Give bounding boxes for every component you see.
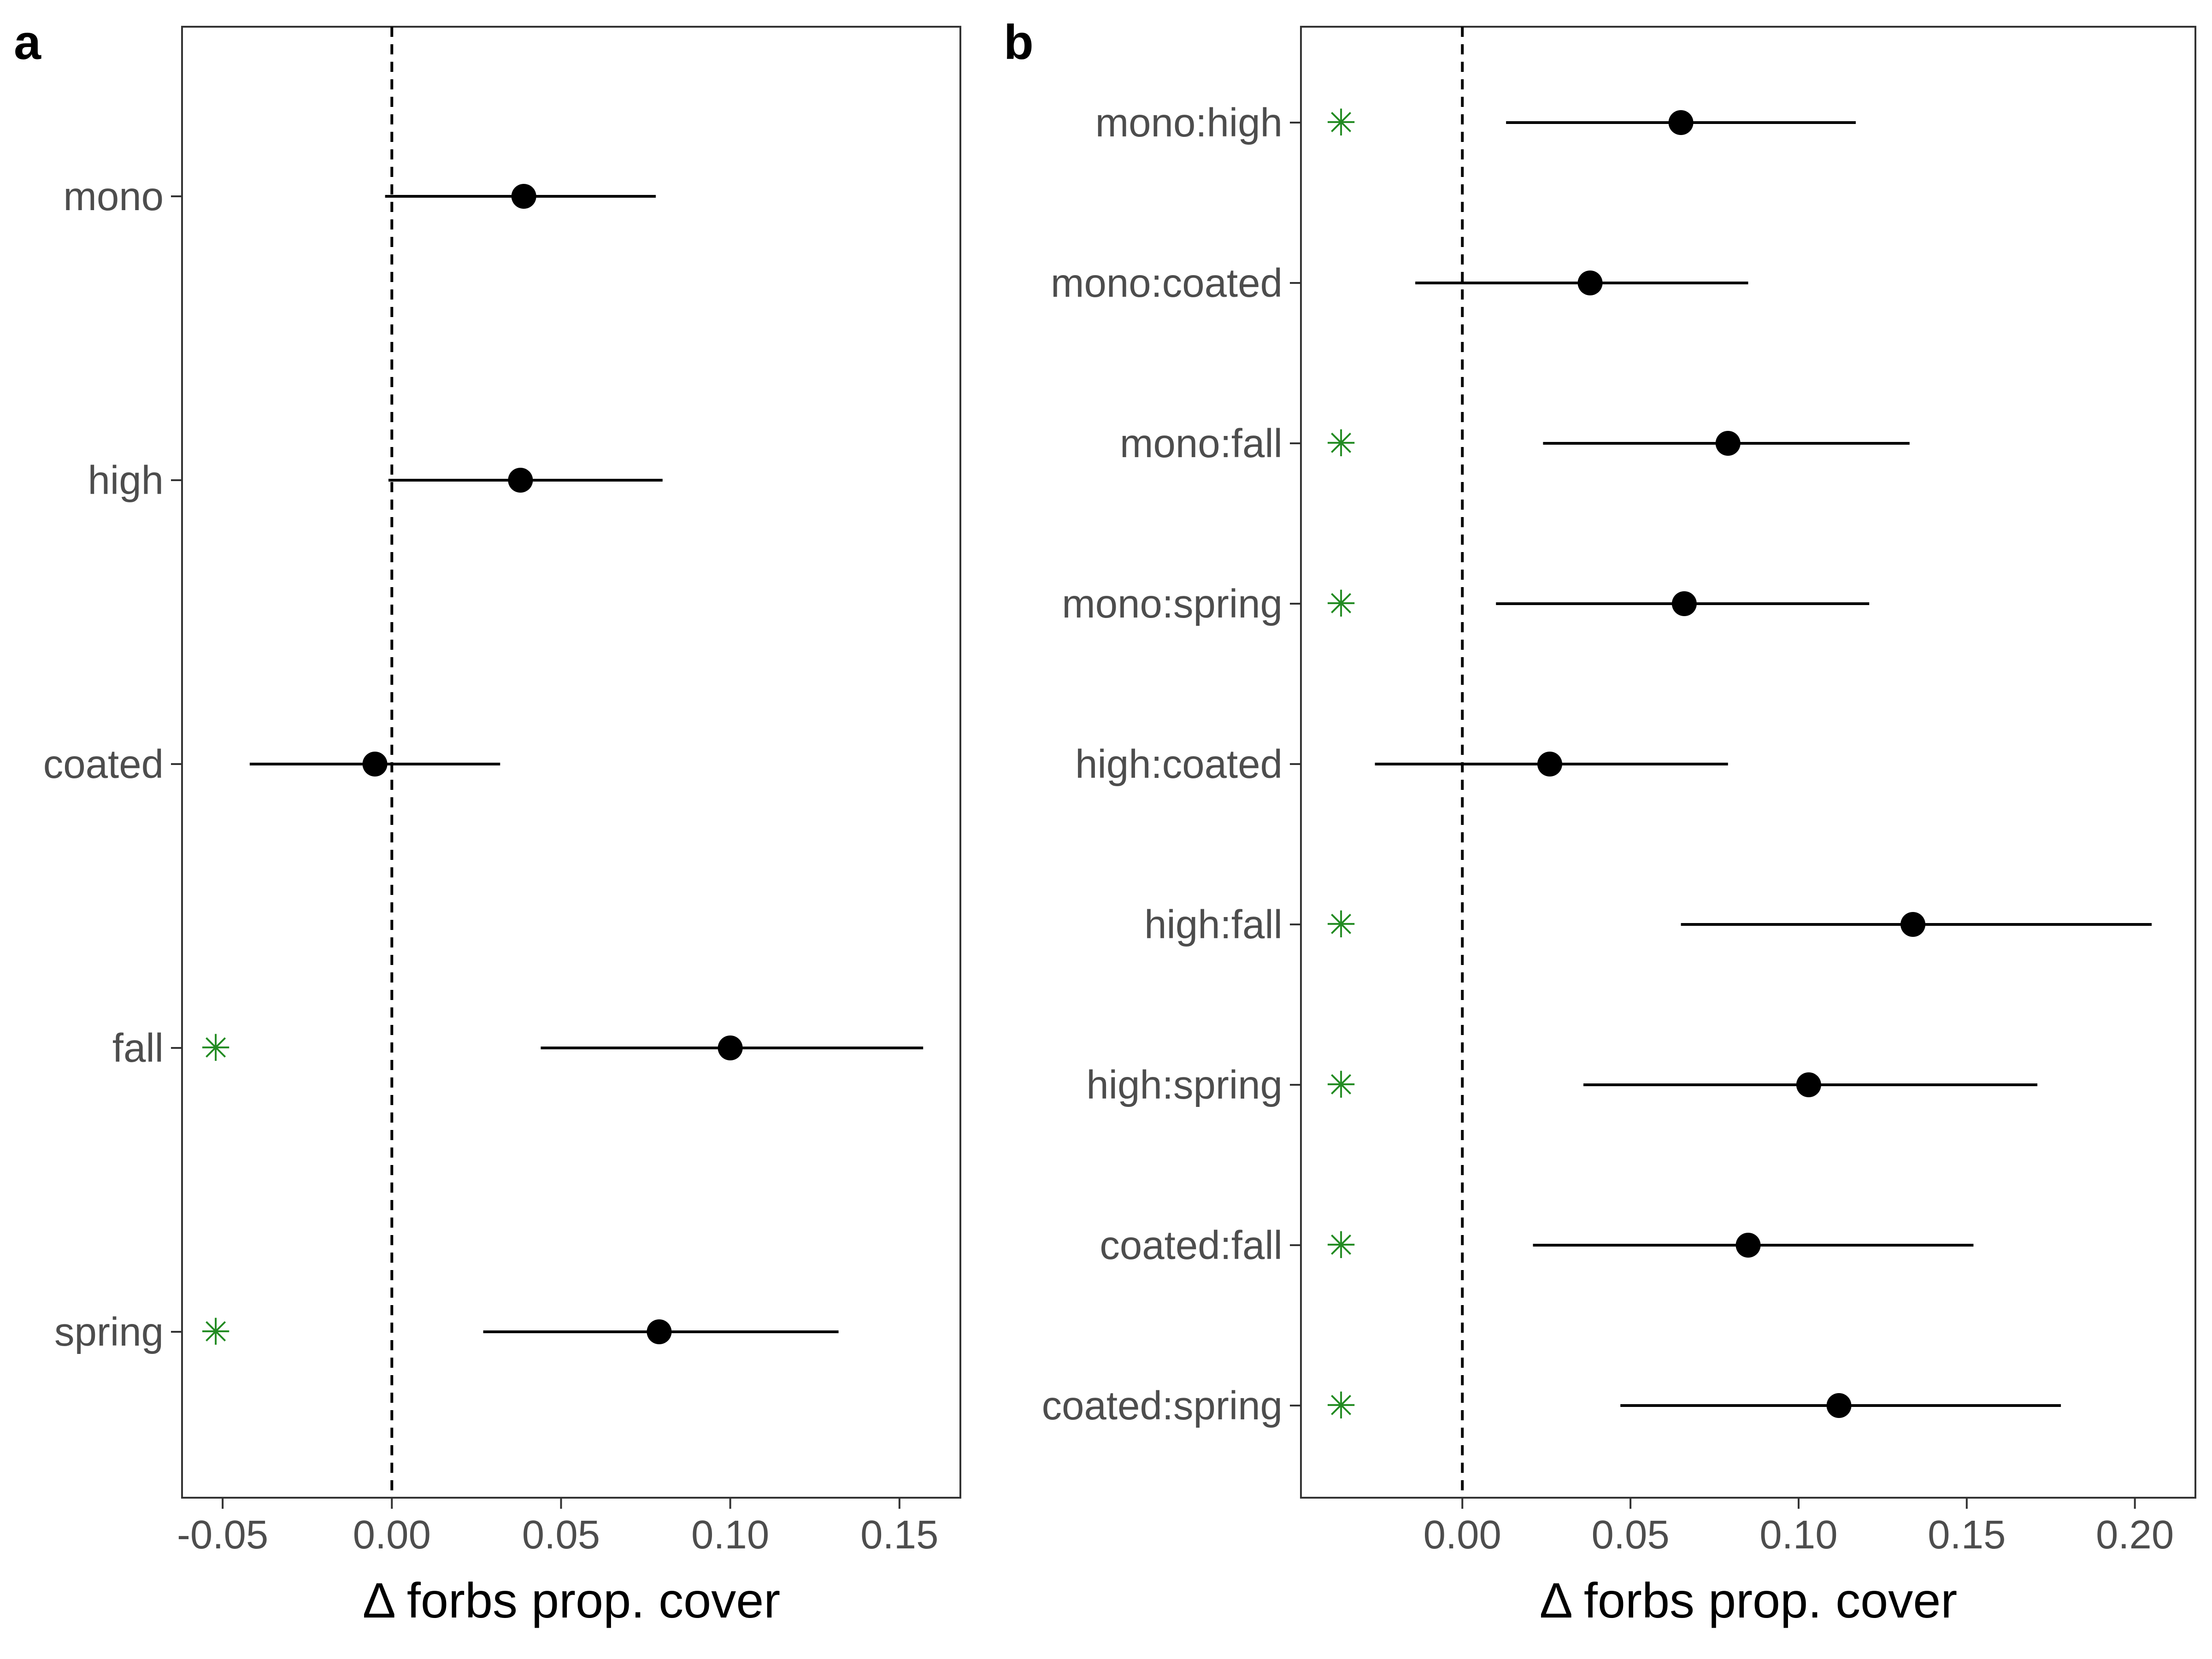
panel-b-significance-mark: ✳ — [1325, 422, 1356, 465]
panel-a-x-tick-label: -0.05 — [177, 1512, 268, 1557]
panel-a-significance-mark: ✳ — [200, 1311, 231, 1353]
panel-b-y-tick-label: high:spring — [1086, 1063, 1282, 1107]
panel-b-x-tick-label: 0.20 — [2096, 1512, 2174, 1557]
panel-a-y-tick-label: mono — [63, 174, 164, 219]
panel-a-estimate-point — [647, 1319, 672, 1344]
panel-a-estimate-point — [718, 1035, 743, 1060]
panel-b-estimate-point — [1537, 752, 1562, 777]
panel-a-x-tick-label: 0.00 — [353, 1512, 431, 1557]
panel-b-estimate-point — [1735, 1233, 1761, 1258]
panel-a-plot-border — [181, 26, 961, 1499]
panel-a-estimate-point — [362, 752, 388, 777]
panel-a-x-tick-label: 0.10 — [691, 1512, 769, 1557]
panel-b-y-tick-label: mono:spring — [1062, 582, 1282, 626]
panel-b-estimate-point — [1671, 591, 1697, 616]
panel-b-y-tick-label: coated:fall — [1100, 1223, 1282, 1268]
panel-a-y-tick-label: coated — [43, 742, 164, 787]
panel-b-significance-mark: ✳ — [1325, 903, 1356, 946]
panel-a-x-axis-title: Δ forbs prop. cover — [363, 1572, 781, 1628]
panel-a: a -0.05 0.00 0.05 0.10 0.15 Δ forbs prop. cov… — [14, 15, 961, 1628]
panel-a-label: a — [14, 15, 41, 70]
panel-b-estimate-point — [1668, 110, 1694, 135]
panel-b-x-tick-label: 0.05 — [1591, 1512, 1669, 1557]
panel-b-label: b — [1004, 15, 1034, 70]
panel-b-estimate-point — [1796, 1072, 1821, 1097]
panel-b-y-tick-label: high:coated — [1075, 742, 1282, 787]
panel-a-y-tick-label: high — [88, 458, 164, 503]
panel-b-y-tick-label: mono:high — [1095, 100, 1282, 145]
panel-b-significance-mark: ✳ — [1325, 1384, 1356, 1427]
panel-b-estimate-point — [1577, 271, 1603, 295]
panel-b-estimate-point — [1900, 912, 1926, 937]
panel-b-significance-mark: ✳ — [1325, 1224, 1356, 1267]
panel-a-y-tick-label: fall — [112, 1026, 164, 1071]
panel-a-x-tick-label: 0.15 — [860, 1512, 938, 1557]
panel-b-x-tick-label: 0.10 — [1759, 1512, 1837, 1557]
panel-b-estimate-point — [1826, 1393, 1852, 1418]
panel-b-plot-border — [1300, 26, 2196, 1499]
panel-a-significance-mark: ✳ — [200, 1027, 231, 1070]
panel-b-y-tick-label: coated:spring — [1042, 1383, 1282, 1428]
panel-b-estimate-point — [1715, 431, 1741, 456]
panel-a-y-tick-label: spring — [54, 1310, 164, 1354]
panel-b-x-tick-label: 0.15 — [1928, 1512, 2006, 1557]
panel-b-y-tick-label: mono:fall — [1120, 421, 1282, 466]
panel-b-y-tick-label: mono:coated — [1051, 261, 1282, 306]
panel-a-estimate-point — [511, 184, 536, 209]
panel-b-significance-mark: ✳ — [1325, 582, 1356, 625]
panel-a-x-tick-label: 0.05 — [522, 1512, 600, 1557]
panel-b-significance-mark: ✳ — [1325, 101, 1356, 144]
panel-b-significance-mark: ✳ — [1325, 1064, 1356, 1106]
panel-b-x-axis-title: Δ forbs prop. cover — [1540, 1572, 1958, 1628]
panel-b-y-tick-label: high:fall — [1144, 902, 1282, 947]
panel-b: b 0.00 0.05 0.10 0.15 0.20 Δ forbs prop. cove… — [1004, 15, 2196, 1628]
panel-a-estimate-point — [508, 468, 533, 493]
panel-b-x-tick-label: 0.00 — [1424, 1512, 1501, 1557]
